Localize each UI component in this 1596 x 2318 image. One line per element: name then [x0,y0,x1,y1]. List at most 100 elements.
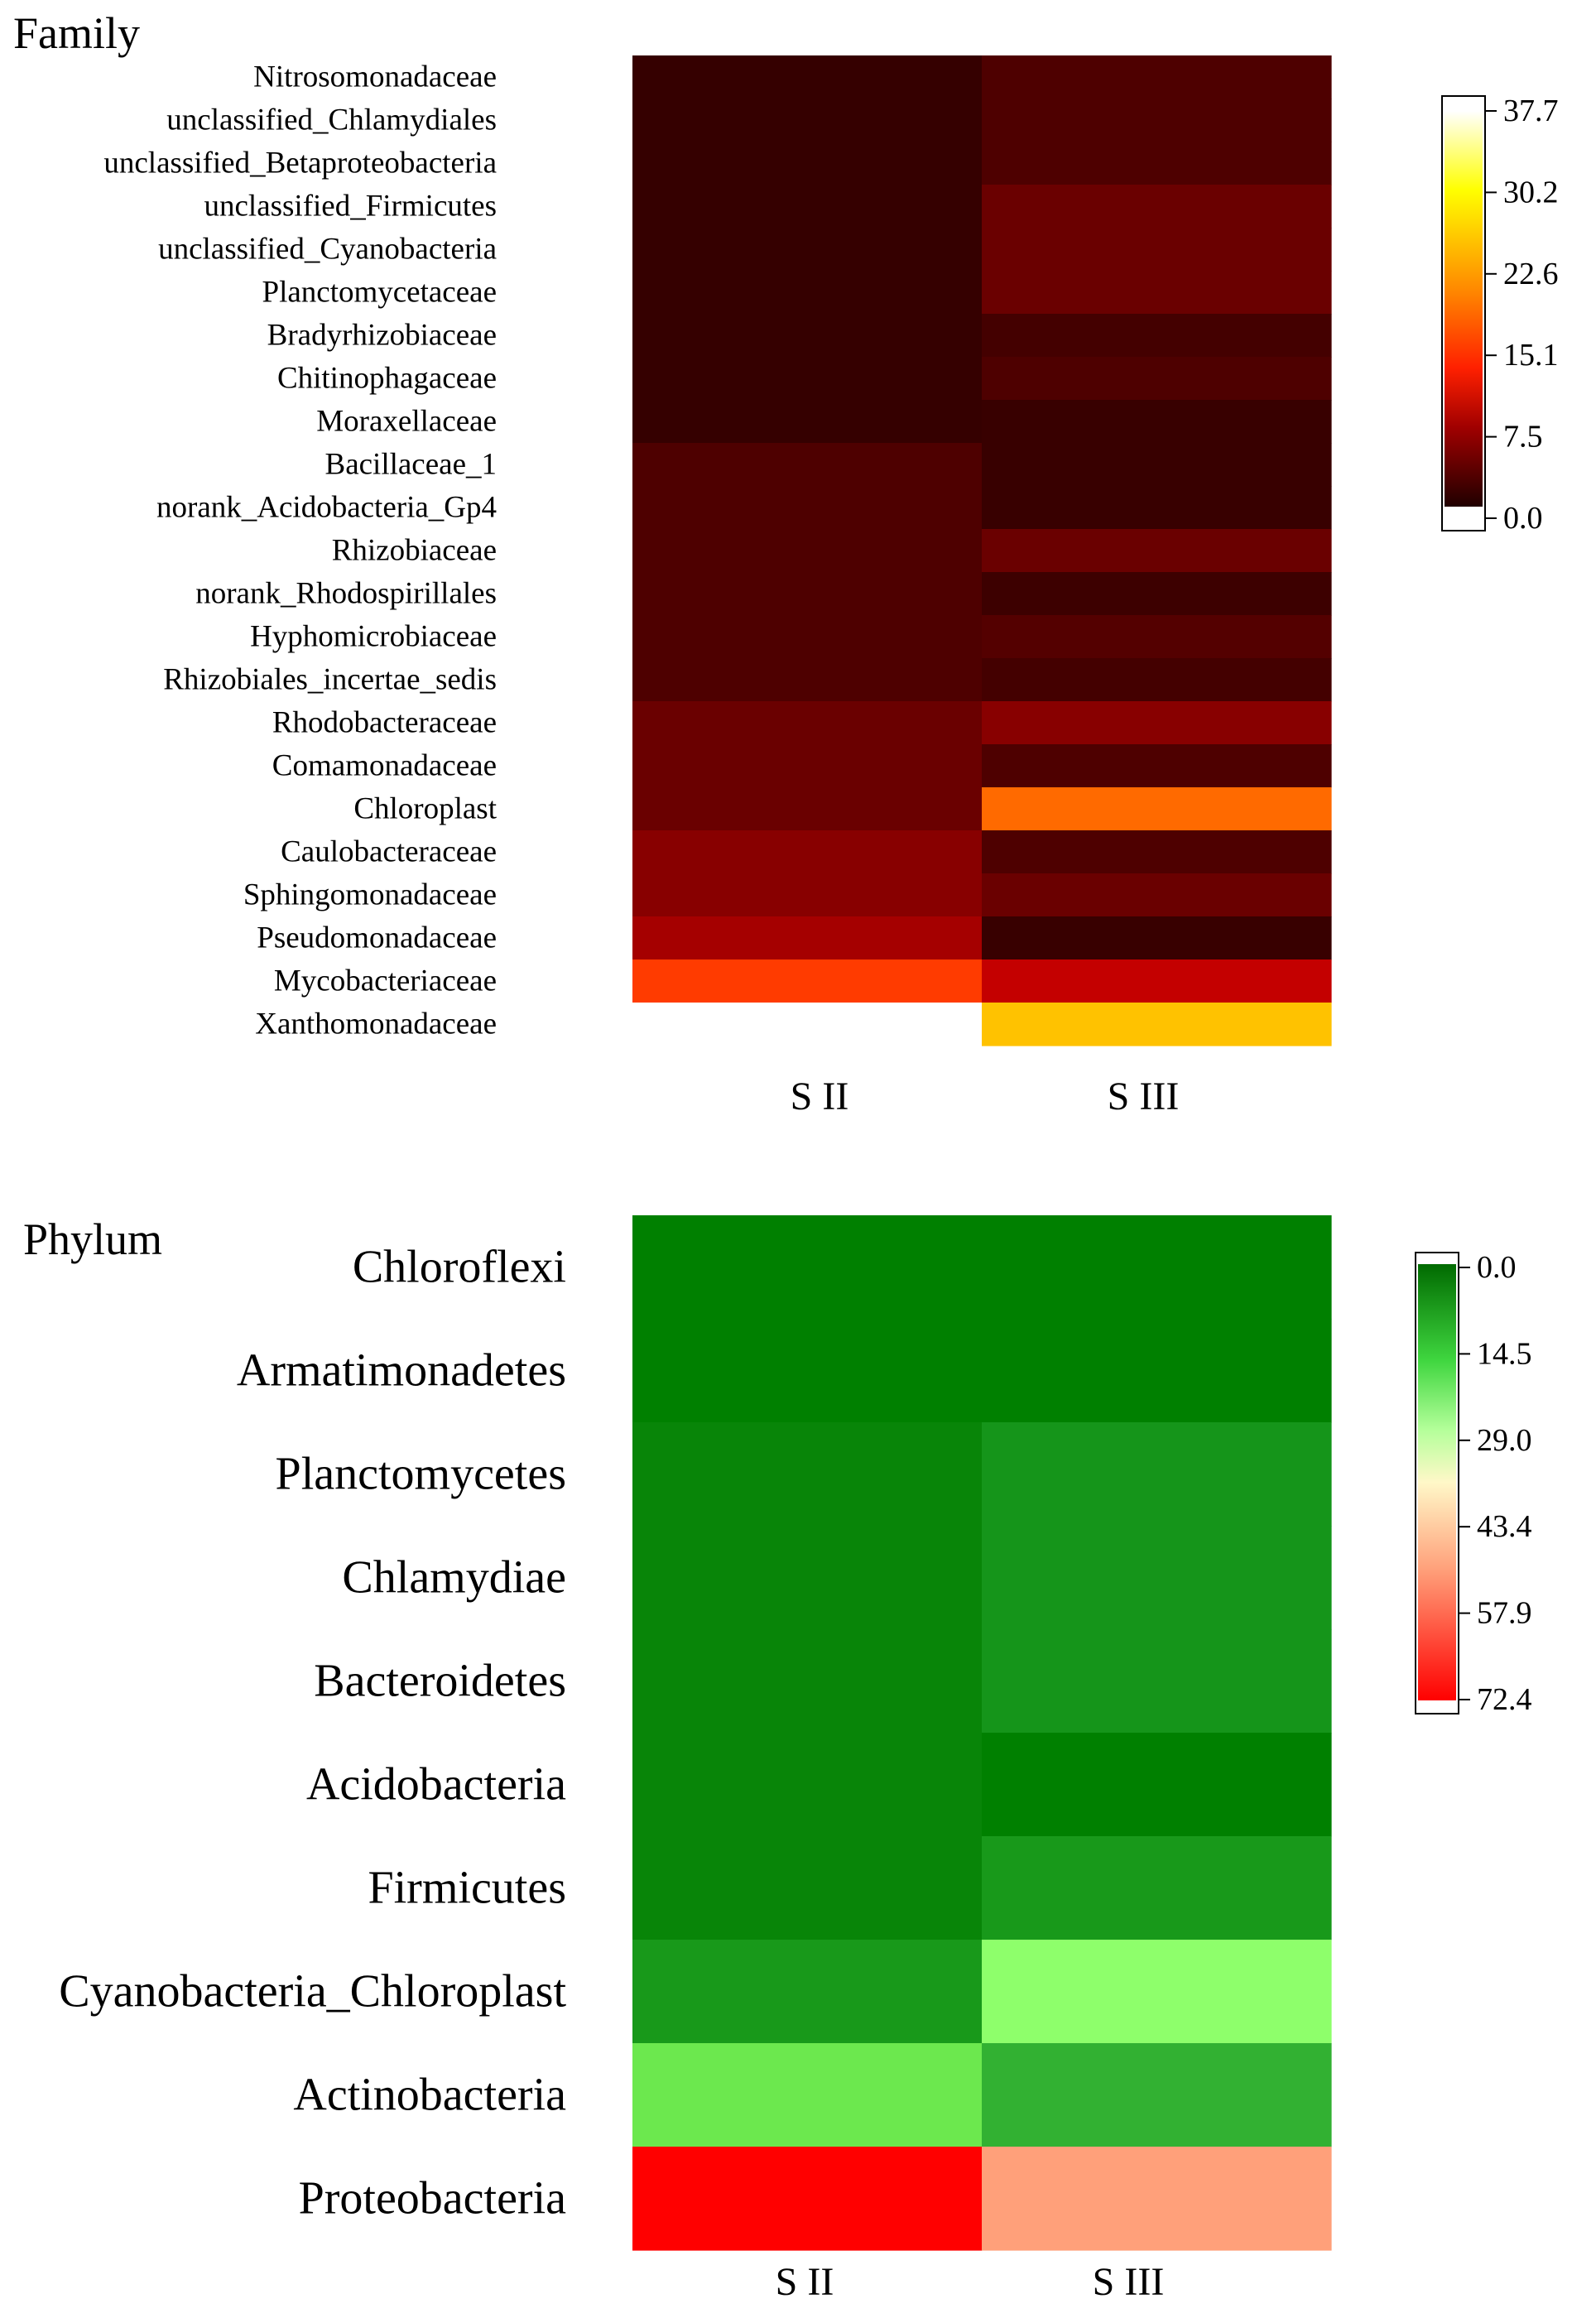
phylum-row-label: Armatimonadetes [237,1345,566,1397]
family-row-label: Comamonadaceae [272,749,497,783]
family-colorbar-gradient [1445,111,1483,507]
family-row-label: Caulobacteraceae [281,835,497,869]
family-cell [632,787,983,831]
family-row-label: Bacillaceae_1 [325,448,497,482]
phylum-row-label: Firmicutes [368,1863,566,1914]
family-cell [632,271,983,315]
phylum-cell [632,1526,983,1630]
family-row-label: Rhodobacteraceae [272,706,497,740]
phylum-colorbar-gradient [1418,1264,1456,1700]
family-cell [982,701,1332,745]
phylum-cell [632,1940,983,2044]
family-row-label: Chitinophagaceae [277,362,497,396]
family-colorbar-tick-label: 22.6 [1503,257,1559,291]
phylum-cells [632,1215,1332,2251]
family-cell [632,55,983,99]
family-cell [632,873,983,917]
phylum-row-label: Bacteroidetes [314,1656,566,1707]
family-cell [982,916,1332,960]
family-cell [632,142,983,185]
family-cell [982,787,1332,831]
phylum-colorbar-tick-label: 0.0 [1477,1250,1517,1285]
phylum-colorbar: 0.0 14.5 29.0 43.4 57.9 72.4 [1415,1250,1532,1717]
family-cell [632,99,983,142]
family-cell [632,314,983,358]
phylum-cell [632,1629,983,1734]
family-row-label: unclassified_Cyanobacteria [158,233,497,267]
family-cell [982,271,1332,315]
family-cell [982,55,1332,99]
family-cell [632,701,983,745]
family-row-label: norank_Acidobacteria_Gp4 [156,491,497,525]
family-colorbar-tick-label: 37.7 [1503,94,1559,128]
family-cell [982,529,1332,573]
phylum-column-label-s2: S II [776,2260,834,2304]
phylum-colorbar-tick-label: 29.0 [1477,1423,1532,1458]
family-colorbar: 37.7 30.2 22.6 15.1 7.5 0.0 [1441,94,1559,536]
family-cell [982,830,1332,874]
phylum-cell [632,1215,983,1320]
family-cell [632,486,983,530]
family-cell [982,185,1332,228]
phylum-cell [982,1836,1332,1940]
family-cell [982,314,1332,358]
family-row-label: unclassified_Betaproteobacteria [103,147,497,180]
family-row-label: Moraxellaceae [316,405,497,439]
family-row-label: unclassified_Chlamydiales [166,103,497,137]
family-row-label: Xanthomonadaceae [255,1008,497,1041]
family-colorbar-tick-label: 30.2 [1503,175,1559,209]
family-cell [982,1003,1332,1046]
family-cell [632,916,983,960]
family-row-label: Chloroplast [353,792,497,826]
phylum-row-label: Acidobacteria [306,1759,566,1811]
phylum-column-label-s3: S III [1093,2260,1165,2304]
family-row-label: Pseudomonadaceae [257,921,497,955]
phylum-cell [982,1215,1332,1320]
family-row-label: unclassified_Firmicutes [204,190,498,224]
phylum-cell [982,1526,1332,1630]
family-cell [632,658,983,702]
phylum-cell [632,1319,983,1423]
family-colorbar-tick-label: 7.5 [1503,420,1543,454]
phylum-colorbar-tick-label: 72.4 [1477,1682,1532,1717]
phylum-row-label: Chlamydiae [342,1552,566,1604]
family-cell [982,357,1332,401]
phylum-cell [632,2043,983,2147]
family-row-label: Planctomycetaceae [262,276,498,310]
phylum-cell [632,1733,983,1837]
family-row-label: Nitrosomonadaceae [253,60,497,94]
family-row-label: Rhizobiaceae [332,534,497,568]
family-row-label: Rhizobiales_incertae_sedis [163,663,497,697]
family-colorbar-ticks: 37.7 30.2 22.6 15.1 7.5 0.0 [1485,94,1559,536]
family-cell [982,142,1332,185]
family-cell [632,357,983,401]
family-cell [982,615,1332,659]
family-cell [982,99,1332,142]
phylum-row-label: Planctomycetes [276,1449,566,1500]
phylum-cell [982,1733,1332,1837]
family-colorbar-tick-label: 15.1 [1503,338,1559,373]
family-cell [982,572,1332,616]
family-cell [982,400,1332,444]
family-cell [982,744,1332,788]
family-cell [632,572,983,616]
family-cells [632,55,1332,1046]
family-cell [632,744,983,788]
family-row-label: Sphingomonadaceae [243,878,497,912]
family-cell [632,443,983,487]
phylum-colorbar-ticks: 0.0 14.5 29.0 43.4 57.9 72.4 [1459,1250,1532,1717]
family-row-labels: Nitrosomonadaceae unclassified_Chlamydial… [103,60,497,1041]
phylum-cell [982,1940,1332,2044]
family-heatmap: Family Nitrosomonadaceae unclassified_Chl… [13,8,1559,1118]
family-column-label-s3: S III [1108,1075,1180,1118]
phylum-row-labels: Chloroflexi Armatimonadetes Planctomycetes… [59,1242,566,2224]
family-cell [632,830,983,874]
family-cell [982,873,1332,917]
phylum-row-label: Chloroflexi [353,1242,566,1293]
phylum-row-label: Cyanobacteria_Chloroplast [59,1966,566,2017]
phylum-colorbar-tick-label: 14.5 [1477,1336,1532,1371]
phylum-heatmap: Phylum Chloroflexi Armatimonadetes Plancto… [23,1214,1532,2304]
family-cell [982,959,1332,1003]
